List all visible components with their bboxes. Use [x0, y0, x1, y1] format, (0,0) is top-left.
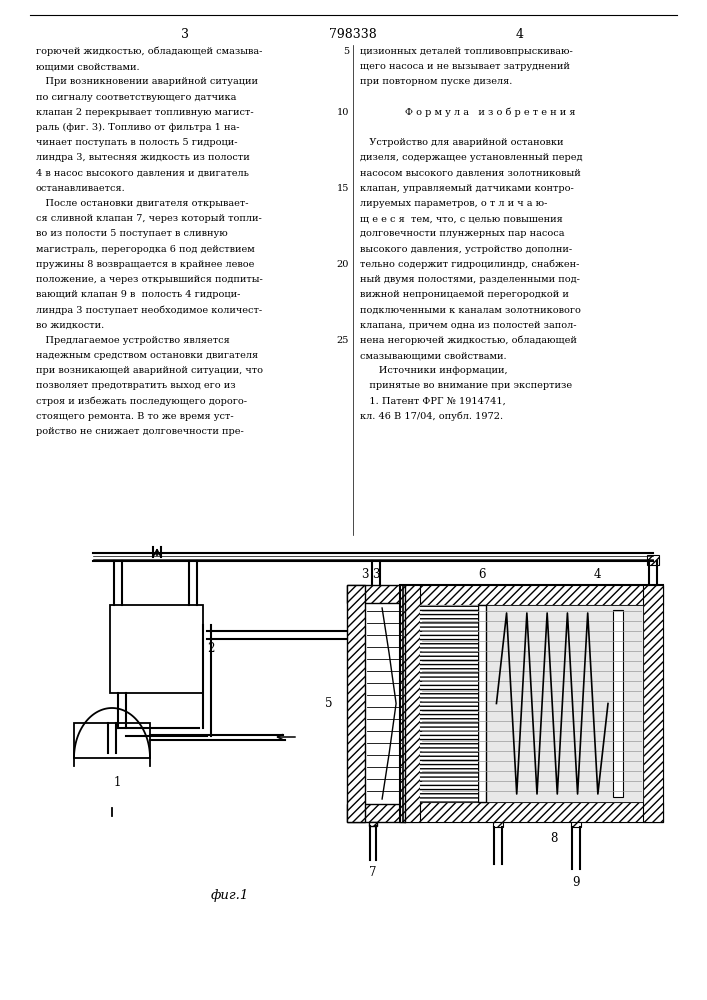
Bar: [347, 585, 365, 822]
Text: 3: 3: [181, 28, 189, 41]
Text: 3: 3: [361, 568, 368, 582]
Bar: [400, 585, 420, 822]
Text: линдра 3, вытесняя жидкость из полости: линдра 3, вытесняя жидкость из полости: [36, 153, 250, 162]
Bar: [400, 585, 663, 605]
Text: 15: 15: [337, 184, 349, 193]
Text: долговечности плунжерных пар насоса: долговечности плунжерных пар насоса: [360, 229, 564, 238]
Text: клапан 2 перекрывает топливную магист-: клапан 2 перекрывает топливную магист-: [36, 108, 254, 117]
Text: насосом высокого давления золотниковый: насосом высокого давления золотниковый: [360, 169, 580, 178]
Text: щего насоса и не вызывает затруднений: щего насоса и не вызывает затруднений: [360, 62, 570, 71]
Text: кл. 46 В 17/04, опубл. 1972.: кл. 46 В 17/04, опубл. 1972.: [360, 412, 503, 421]
Text: останавливается.: останавливается.: [36, 184, 126, 193]
Text: положение, а через открывшийся подпиты-: положение, а через открывшийся подпиты-: [36, 275, 263, 284]
Text: пружины 8 возвращается в крайнее левое: пружины 8 возвращается в крайнее левое: [36, 260, 255, 269]
Text: Источники информации,: Источники информации,: [360, 366, 508, 375]
Text: После остановки двигателя открывает-: После остановки двигателя открывает-: [36, 199, 248, 208]
Text: 25: 25: [337, 336, 349, 345]
Text: клапана, причем одна из полостей запол-: клапана, причем одна из полостей запол-: [360, 321, 576, 330]
Text: строя и избежать последующего дорого-: строя и избежать последующего дорого-: [36, 397, 247, 406]
Text: фиг.1: фиг.1: [211, 888, 249, 902]
Text: Предлагаемое устройство является: Предлагаемое устройство является: [36, 336, 230, 345]
Text: лируемых параметров, о т л и ч а ю-: лируемых параметров, о т л и ч а ю-: [360, 199, 547, 208]
Text: 4: 4: [516, 28, 524, 41]
Text: 10: 10: [337, 108, 349, 117]
Text: При возникновении аварийной ситуации: При возникновении аварийной ситуации: [36, 77, 258, 86]
Text: чинает поступать в полость 5 гидроци-: чинает поступать в полость 5 гидроци-: [36, 138, 238, 147]
Text: во из полости 5 поступает в сливную: во из полости 5 поступает в сливную: [36, 229, 228, 238]
Bar: [347, 585, 405, 603]
Text: дизеля, содержащее установленный перед: дизеля, содержащее установленный перед: [360, 153, 583, 162]
Text: тельно содержит гидроцилиндр, снабжен-: тельно содержит гидроцилиндр, снабжен-: [360, 260, 579, 269]
Text: 20: 20: [337, 260, 349, 269]
Bar: [420, 605, 479, 802]
Bar: [347, 804, 405, 822]
Text: нена негорючей жидкостью, обладающей: нена негорючей жидкостью, обладающей: [360, 336, 577, 345]
Text: Устройство для аварийной остановки: Устройство для аварийной остановки: [360, 138, 563, 147]
Text: горючей жидкостью, обладающей смазыва-: горючей жидкостью, обладающей смазыва-: [36, 47, 262, 56]
Bar: [400, 585, 663, 822]
Bar: [493, 822, 503, 827]
Text: 8: 8: [550, 832, 558, 845]
Text: Ф о р м у л а   и з о б р е т е н и я: Ф о р м у л а и з о б р е т е н и я: [405, 108, 575, 117]
Bar: [647, 555, 659, 565]
Text: 798338: 798338: [329, 28, 377, 41]
Text: 9: 9: [573, 876, 580, 889]
Text: клапан, управляемый датчиками контро-: клапан, управляемый датчиками контро-: [360, 184, 574, 193]
Bar: [643, 585, 663, 822]
Bar: [110, 605, 203, 693]
Text: ющими свойствами.: ющими свойствами.: [36, 62, 139, 71]
Text: 5: 5: [325, 697, 333, 710]
Bar: [400, 802, 663, 822]
Text: ройство не снижает долговечности пре-: ройство не снижает долговечности пре-: [36, 427, 244, 436]
Text: стоящего ремонта. В то же время уст-: стоящего ремонта. В то же время уст-: [36, 412, 233, 421]
Text: щ е е с я  тем, что, с целью повышения: щ е е с я тем, что, с целью повышения: [360, 214, 563, 223]
Text: высокого давления, устройство дополни-: высокого давления, устройство дополни-: [360, 245, 572, 254]
Text: при возникающей аварийной ситуации, что: при возникающей аварийной ситуации, что: [36, 366, 263, 375]
Text: 4 в насос высокого давления и двигатель: 4 в насос высокого давления и двигатель: [36, 169, 249, 178]
Text: надежным средством остановки двигателя: надежным средством остановки двигателя: [36, 351, 258, 360]
Text: цизионных деталей топливовпрыскиваю-: цизионных деталей топливовпрыскиваю-: [360, 47, 573, 56]
Text: 4: 4: [593, 568, 601, 582]
Text: по сигналу соответствующего датчика: по сигналу соответствующего датчика: [36, 93, 236, 102]
Text: 3: 3: [373, 568, 380, 582]
Text: позволяет предотвратить выход его из: позволяет предотвратить выход его из: [36, 381, 235, 390]
Bar: [369, 822, 377, 826]
Text: принятые во внимание при экспертизе: принятые во внимание при экспертизе: [360, 381, 572, 390]
Text: магистраль, перегородка 6 под действием: магистраль, перегородка 6 под действием: [36, 245, 255, 254]
Bar: [420, 605, 643, 802]
Text: 5: 5: [343, 47, 349, 56]
Text: 1. Патент ФРГ № 1914741,: 1. Патент ФРГ № 1914741,: [360, 397, 506, 406]
Text: смазывающими свойствами.: смазывающими свойствами.: [360, 351, 507, 360]
Text: линдра 3 поступает необходимое количест-: линдра 3 поступает необходимое количест-: [36, 305, 262, 315]
Text: 6: 6: [479, 568, 486, 582]
Bar: [74, 723, 150, 758]
Bar: [613, 610, 623, 797]
Text: 7: 7: [369, 866, 377, 879]
Text: подключенными к каналам золотникового: подключенными к каналам золотникового: [360, 305, 581, 314]
Text: во жидкости.: во жидкости.: [36, 321, 104, 330]
Text: вижной непроницаемой перегородкой и: вижной непроницаемой перегородкой и: [360, 290, 569, 299]
Bar: [479, 605, 486, 802]
Text: ный двумя полостями, разделенными под-: ный двумя полостями, разделенными под-: [360, 275, 580, 284]
Text: раль (фиг. 3). Топливо от фильтра 1 на-: раль (фиг. 3). Топливо от фильтра 1 на-: [36, 123, 240, 132]
Text: 1: 1: [114, 776, 122, 790]
Text: при повторном пуске дизеля.: при повторном пуске дизеля.: [360, 77, 513, 86]
Bar: [571, 822, 581, 827]
Text: ся сливной клапан 7, через который топли-: ся сливной клапан 7, через который топли…: [36, 214, 262, 223]
Text: вающий клапан 9 в  полость 4 гидроци-: вающий клапан 9 в полость 4 гидроци-: [36, 290, 240, 299]
Text: 2: 2: [207, 643, 214, 656]
